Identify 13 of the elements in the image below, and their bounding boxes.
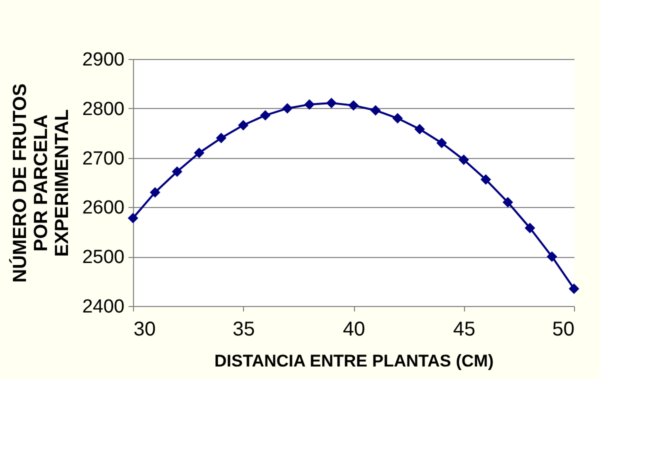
- y-tick-label: 2500: [82, 247, 124, 268]
- x-tick-label: 45: [453, 318, 476, 340]
- x-axis-title: DISTANCIA ENTRE PLANTAS (CM): [214, 352, 494, 370]
- x-tick-label: 40: [342, 318, 366, 340]
- y-tick-label: 2600: [82, 198, 124, 219]
- y-tick-label: 2900: [82, 50, 124, 70]
- y-tick-label: 2400: [82, 296, 124, 318]
- y-tick-label: 2800: [82, 98, 124, 120]
- x-tick-label: 35: [232, 318, 255, 340]
- y-tick-label: 2700: [82, 148, 124, 170]
- x-tick-label: 50: [552, 318, 574, 340]
- y-axis-title: NÚMERO DE FRUTOS POR PARCELA EXPERIMENTAL: [9, 83, 74, 283]
- x-tick-label: 30: [134, 318, 156, 340]
